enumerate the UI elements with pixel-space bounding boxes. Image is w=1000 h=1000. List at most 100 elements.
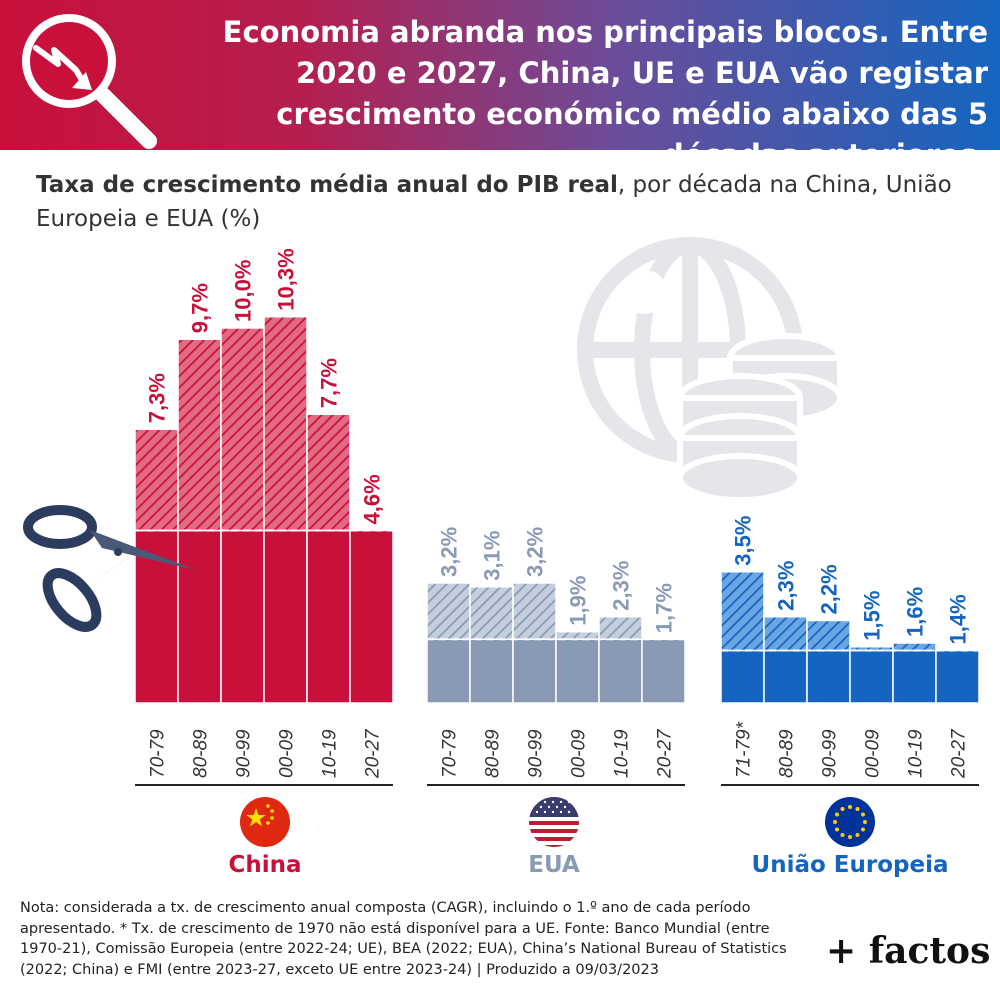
country-label-usa: EUA: [528, 852, 580, 878]
bar-solid: [849, 649, 894, 704]
category-label: 10-19: [612, 729, 633, 778]
eu-star: [860, 827, 865, 832]
bar-hatched: [720, 571, 765, 652]
headline: Economia abranda nos principais blocos. …: [222, 15, 988, 172]
category-label: 90-99: [234, 729, 255, 778]
value-label: 3,1%: [480, 531, 505, 581]
value-label: 1,7%: [652, 583, 677, 633]
header-banner: Economia abranda nos principais blocos. …: [0, 0, 1000, 172]
bar-hatched: [598, 616, 643, 640]
bar-solid: [177, 529, 222, 704]
eu-star: [835, 827, 840, 832]
bar-hatched: [806, 619, 851, 652]
globe-coins-icon: [577, 237, 843, 503]
bar-solid: [555, 638, 600, 704]
bar-solid: [935, 649, 980, 704]
value-label: 1,4%: [946, 594, 971, 644]
bar-solid: [763, 649, 808, 704]
category-label: 90-99: [820, 729, 841, 778]
bar-hatched: [306, 413, 351, 532]
bar-hatched: [555, 631, 600, 640]
value-label: 10,3%: [274, 248, 299, 310]
eu-star: [835, 812, 840, 817]
value-label: 3,2%: [437, 527, 462, 577]
category-label: 20-27: [363, 728, 384, 779]
eu-star: [848, 805, 852, 809]
category-label: 00-09: [277, 729, 298, 778]
eu-star: [855, 832, 860, 837]
eu-star: [848, 835, 852, 839]
value-label: 2,3%: [609, 561, 634, 611]
value-label: 2,3%: [774, 561, 799, 611]
value-label: 3,2%: [523, 527, 548, 577]
category-label: 00-09: [569, 729, 590, 778]
bar-hatched: [426, 582, 471, 640]
eu-star: [860, 812, 865, 817]
value-label: 4,6%: [360, 474, 385, 524]
bar-solid: [598, 638, 643, 704]
category-label: 71-79*: [734, 721, 755, 778]
bar-solid: [306, 529, 351, 704]
bar-hatched: [892, 642, 937, 652]
category-label: 80-89: [483, 729, 504, 778]
bar-group-1: 3,2% 70-79 3,1% 80-89 3,2% 90-99 1,9% 00-09 2,3%…: [426, 527, 686, 786]
bar-solid: [469, 638, 514, 704]
bar-solid: [220, 529, 265, 704]
bar-hatched: [469, 586, 514, 640]
chart-subtitle: Taxa de crescimento média anual do PIB r…: [36, 168, 966, 236]
category-label: 70-79: [148, 729, 169, 778]
country-label-china: China: [228, 852, 302, 878]
value-label: 7,7%: [317, 358, 342, 408]
bar-solid: [720, 649, 765, 704]
value-label: 3,5%: [731, 516, 756, 566]
china-flag-icon: [240, 797, 290, 847]
category-label: 80-89: [777, 729, 798, 778]
category-label: 20-27: [655, 728, 676, 779]
eu-star: [840, 832, 845, 837]
eu-star: [855, 807, 860, 812]
eu-flag-icon: [825, 797, 875, 847]
value-label: 9,7%: [188, 283, 213, 333]
magnifier-downtrend-icon: [22, 14, 157, 149]
bar-group-2: 3,5% 71-79* 2,3% 80-89 2,2% 90-99 1,5% 00-09 1,6…: [720, 516, 980, 786]
bar-group-0: 7,3% 70-79 9,7% 80-89 10,0% 90-99 10,3% 00-09 7,…: [134, 248, 394, 786]
category-label: 90-99: [526, 729, 547, 778]
value-label: 10,0%: [231, 260, 256, 322]
category-label: 10-19: [906, 729, 927, 778]
category-label: 20-27: [949, 728, 970, 779]
value-label: 2,2%: [817, 564, 842, 614]
category-label: 00-09: [863, 729, 884, 778]
category-label: 70-79: [440, 729, 461, 778]
bar-hatched: [177, 338, 222, 532]
country-label-eu: União Europeia: [751, 852, 949, 878]
bar-solid: [512, 638, 557, 704]
bar-solid: [641, 638, 686, 704]
bars-layer: 7,3% 70-79 9,7% 80-89 10,0% 90-99 10,3% 00-09 7,…: [134, 248, 980, 786]
footnote: Nota: considerada a tx. de crescimento a…: [20, 900, 787, 978]
category-label: 80-89: [191, 729, 212, 778]
bar-solid: [426, 638, 471, 704]
value-label: 1,9%: [566, 576, 591, 626]
category-label: 10-19: [320, 729, 341, 778]
eu-star: [840, 807, 845, 812]
bar-hatched: [763, 616, 808, 652]
subtitle-rest: , por década na China, União Europeia e …: [36, 172, 952, 232]
value-label: 1,5%: [860, 591, 885, 641]
bar-hatched: [512, 582, 557, 640]
bar-hatched: [220, 327, 265, 532]
subtitle-bold: Taxa de crescimento média anual do PIB r…: [36, 172, 618, 198]
value-label: 1,6%: [903, 587, 928, 637]
bar-hatched: [263, 316, 308, 532]
eu-star: [833, 820, 837, 824]
bar-solid: [349, 529, 394, 704]
eu-star: [863, 820, 867, 824]
usa-flag-icon: [529, 797, 579, 847]
bar-solid: [806, 649, 851, 704]
brand-logo: + factos: [826, 930, 991, 972]
bar-solid: [892, 649, 937, 704]
bar-solid: [263, 529, 308, 704]
value-label: 7,3%: [145, 373, 170, 423]
scissors-icon: [23, 505, 196, 632]
bar-hatched: [134, 428, 179, 532]
